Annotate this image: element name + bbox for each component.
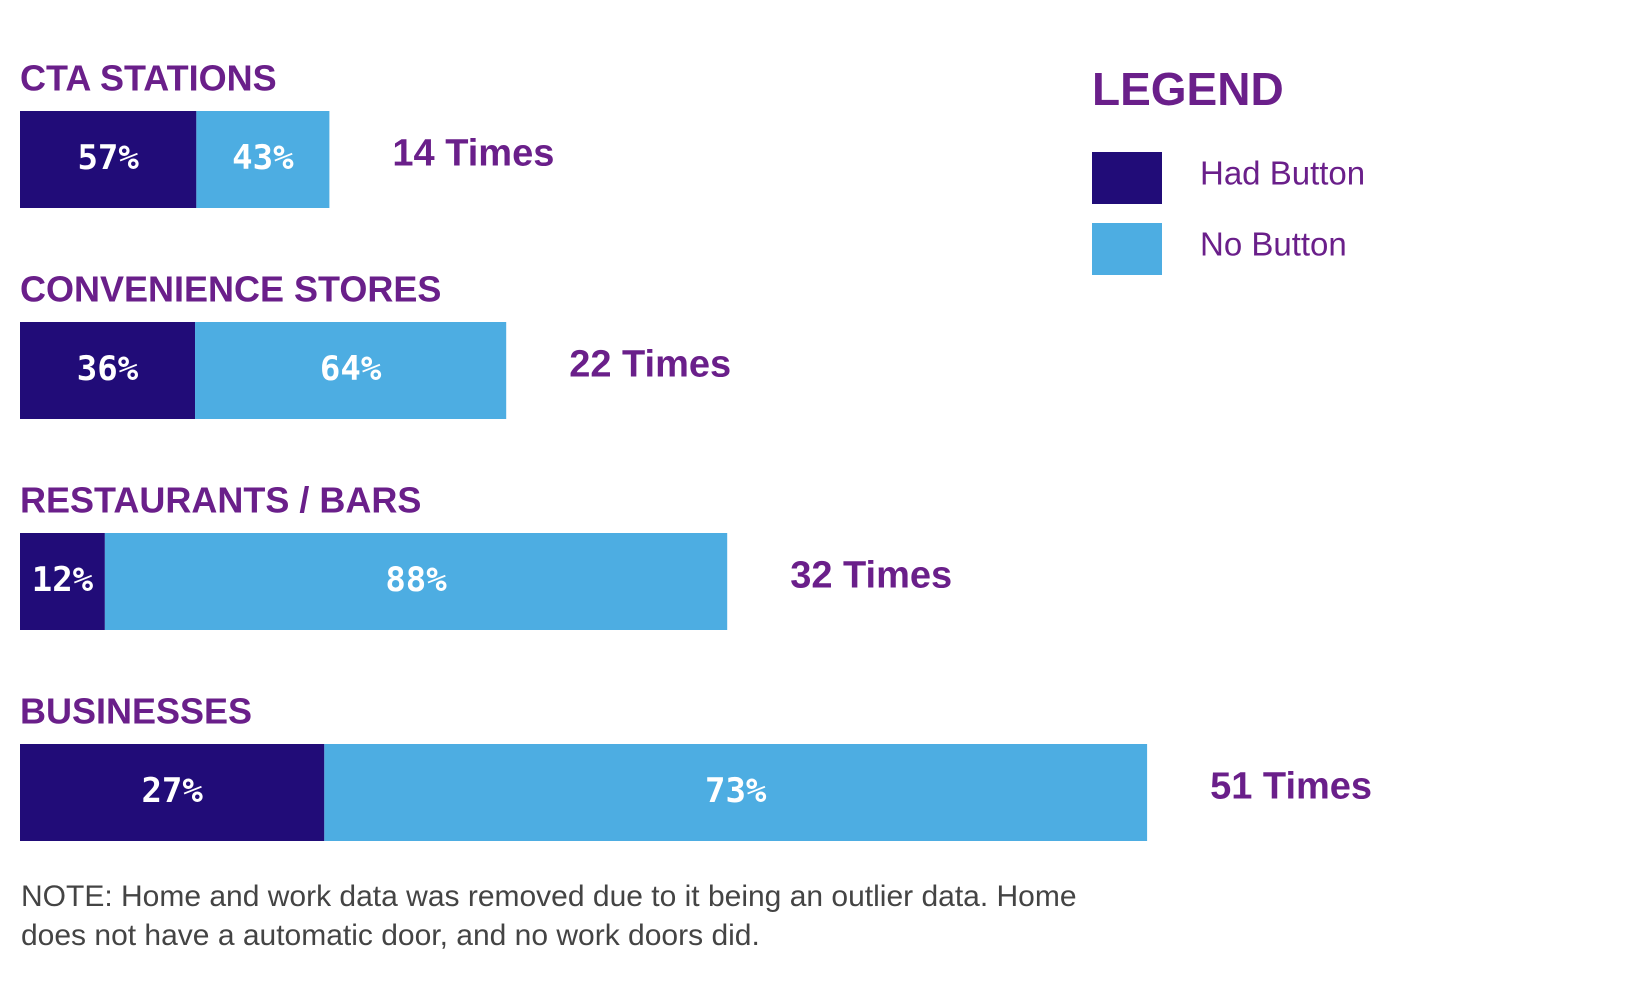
- total-label: 22 Times: [569, 344, 731, 386]
- value-label: 43%: [232, 138, 294, 178]
- total-label: 14 Times: [392, 133, 554, 175]
- value-label: 36%: [77, 349, 139, 389]
- bar-segment: [104, 533, 728, 630]
- bar-segment: [195, 322, 507, 419]
- note: does not have a automatic door, and no w…: [21, 919, 760, 952]
- category-label: RESTAURANTS / BARS: [20, 480, 421, 521]
- bar-segment: [196, 111, 330, 208]
- category-label: BUSINESSES: [20, 691, 252, 732]
- category-label: CONVENIENCE STORES: [20, 269, 441, 310]
- legend-label: Had Button: [1200, 155, 1365, 192]
- note: NOTE: Home and work data was removed due…: [21, 880, 1077, 913]
- bar-segment: [20, 322, 196, 419]
- legend-swatch: [1092, 152, 1162, 204]
- category-label: CTA STATIONS: [20, 58, 277, 99]
- bar-segment: [20, 744, 325, 841]
- value-label: 88%: [385, 560, 447, 600]
- total-label: 51 Times: [1210, 766, 1372, 808]
- value-label: 64%: [320, 349, 382, 389]
- legend-swatch: [1092, 223, 1162, 275]
- bar-segment: [20, 533, 105, 630]
- value-label: 27%: [141, 771, 203, 811]
- legend-title: LEGEND: [1092, 63, 1284, 115]
- legend-label: No Button: [1200, 226, 1347, 263]
- total-label: 32 Times: [790, 555, 952, 597]
- bar-segment: [324, 744, 1148, 841]
- value-label: 12%: [32, 560, 94, 600]
- bar-segment: [20, 111, 197, 208]
- value-label: 57%: [77, 138, 139, 178]
- value-label: 73%: [705, 771, 767, 811]
